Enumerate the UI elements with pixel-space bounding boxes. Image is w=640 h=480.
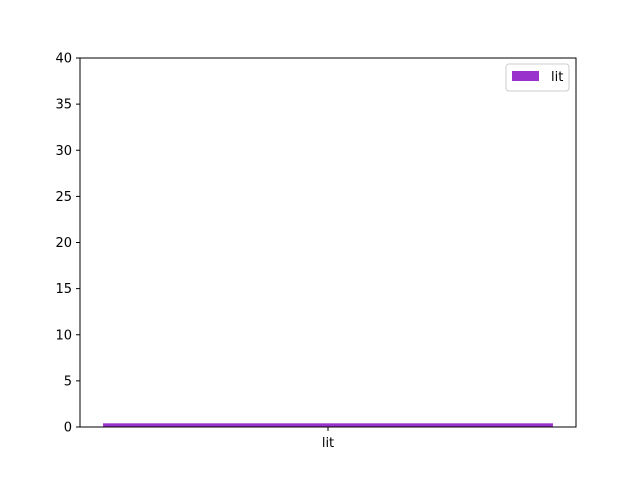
- y-tick-label: 15: [55, 282, 72, 297]
- y-tick-label: 5: [64, 374, 72, 389]
- y-tick-label: 20: [55, 236, 72, 251]
- legend-swatch: [512, 71, 539, 81]
- plot-frame: [79, 57, 577, 428]
- y-tick-label: 10: [55, 328, 72, 343]
- y-tick-label: 0: [64, 421, 72, 436]
- bar-lit: [103, 423, 553, 427]
- y-tick-label: 30: [55, 144, 72, 159]
- y-tick-label: 35: [55, 98, 72, 113]
- y-tick-label: 40: [55, 52, 72, 67]
- legend: lit: [505, 63, 570, 92]
- y-tick-label: 25: [55, 190, 72, 205]
- bars-group: [103, 423, 553, 427]
- y-axis: 0 5 10 15 20 25 30 35 40: [55, 52, 80, 436]
- x-tick-label: lit: [322, 436, 334, 451]
- x-axis: lit: [322, 427, 334, 451]
- legend-label: lit: [551, 70, 563, 85]
